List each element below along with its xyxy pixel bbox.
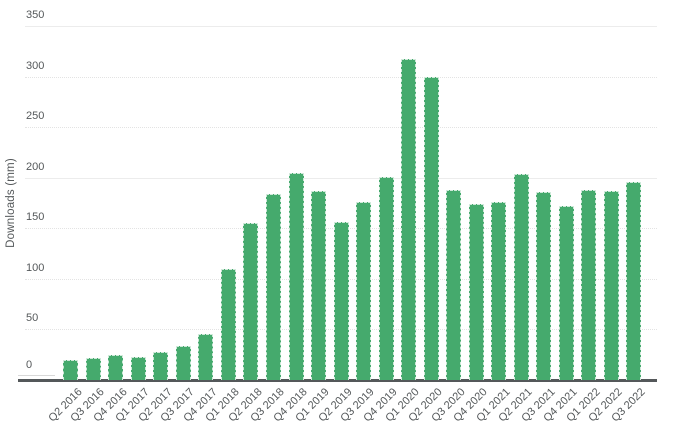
y-tick-label-350: 350 (26, 9, 45, 21)
bar-q4-2020[interactable] (468, 204, 484, 380)
bar-q4-2016[interactable] (108, 354, 124, 380)
bar-q1-2017[interactable] (130, 356, 146, 380)
y-axis-title-text: Downloads (mm) (5, 158, 17, 248)
bar-q1-2018[interactable] (220, 268, 236, 380)
x-axis-line (18, 379, 657, 382)
bar-q2-2016[interactable] (63, 359, 79, 380)
bar-q2-2022[interactable] (603, 190, 619, 380)
bar-q3-2017[interactable] (175, 345, 191, 380)
bar-q1-2020[interactable] (401, 59, 417, 380)
gridline-250 (25, 127, 657, 129)
y-axis-title: Downloads (mm) (0, 26, 22, 380)
y-tick-label-300: 300 (26, 59, 45, 72)
bar-q4-2021[interactable] (558, 206, 574, 380)
bar-q4-2019[interactable] (378, 176, 394, 380)
bar-q2-2018[interactable] (243, 223, 259, 380)
bar-q1-2022[interactable] (581, 189, 597, 380)
y-tick-label-250: 250 (26, 110, 45, 123)
bar-q4-2018[interactable] (288, 172, 304, 380)
y-tick-label-150: 150 (26, 211, 45, 224)
bar-q2-2017[interactable] (153, 351, 169, 380)
gridline-300 (25, 76, 657, 78)
y-tick-label-0: 0 (26, 359, 33, 371)
gridline-200 (25, 177, 657, 179)
bar-q1-2019[interactable] (311, 190, 327, 380)
bar-q3-2019[interactable] (356, 201, 372, 380)
y-tick-label-100: 100 (26, 261, 45, 274)
bar-q2-2019[interactable] (333, 222, 349, 380)
zero-baseline-tick (18, 375, 55, 376)
bar-q3-2016[interactable] (85, 357, 101, 380)
y-tick-label-50: 50 (26, 312, 39, 325)
bar-q3-2021[interactable] (536, 191, 552, 380)
bar-q2-2021[interactable] (513, 173, 529, 380)
y-tick-label-200: 200 (26, 160, 45, 173)
bar-q1-2021[interactable] (491, 201, 507, 380)
gridline-350 (25, 26, 657, 27)
bar-q3-2020[interactable] (446, 189, 462, 380)
bar-q2-2020[interactable] (423, 76, 439, 380)
bar-q3-2022[interactable] (626, 181, 642, 380)
bar-q3-2018[interactable] (266, 193, 281, 380)
bar-q4-2017[interactable] (198, 334, 214, 380)
